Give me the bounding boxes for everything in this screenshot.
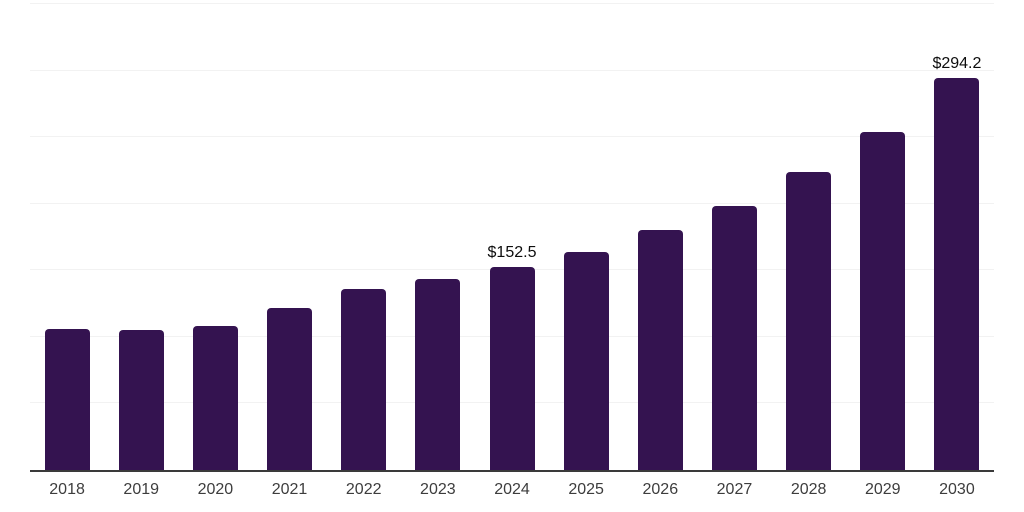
gridline-200 (30, 202, 994, 204)
data-label-2030: $294.2 (932, 55, 982, 73)
data-label-2024: $152.5 (487, 243, 537, 261)
x-tick-label-2023: 2023 (420, 481, 456, 498)
x-tick-label-2028: 2028 (790, 481, 827, 498)
x-tick-label-2021: 2021 (271, 481, 308, 498)
x-tick-label-2027: 2027 (716, 481, 753, 498)
bar-2020 (192, 326, 238, 470)
bar-2025 (563, 251, 609, 470)
bar-2024 (489, 266, 535, 470)
bar-2027 (711, 205, 757, 470)
bar-2019 (118, 330, 164, 470)
x-tick-label-2022: 2022 (345, 481, 382, 498)
x-tick-label-2018: 2018 (49, 481, 85, 498)
bar-2021 (267, 308, 313, 470)
gridline-350 (30, 3, 994, 4)
x-tick-label-2025: 2025 (568, 481, 604, 498)
gridline-300 (30, 69, 994, 71)
bar-2028 (786, 172, 832, 470)
bar-2026 (637, 229, 683, 470)
x-tick-label-2029: 2029 (864, 481, 901, 498)
x-tick-label-2019: 2019 (123, 481, 160, 498)
gridline-250 (30, 136, 994, 138)
x-tick-label-2026: 2026 (642, 481, 679, 498)
plot-area: $152.5 $294.2 (30, 2, 994, 472)
bar-2023 (415, 278, 461, 470)
x-axis-line (30, 470, 994, 472)
x-tick-label-2024: 2024 (494, 481, 530, 498)
bar-2030 (934, 78, 980, 470)
bar-2018 (44, 328, 90, 470)
bar-2029 (860, 131, 906, 470)
x-tick-label-2030: 2030 (939, 481, 975, 498)
bar-2022 (341, 288, 387, 470)
x-tick-label-2020: 2020 (197, 481, 234, 498)
x-axis-tick-labels: 2018 2019 2020 2021 2022 2023 2024 2025 2026 2027… (30, 481, 994, 505)
